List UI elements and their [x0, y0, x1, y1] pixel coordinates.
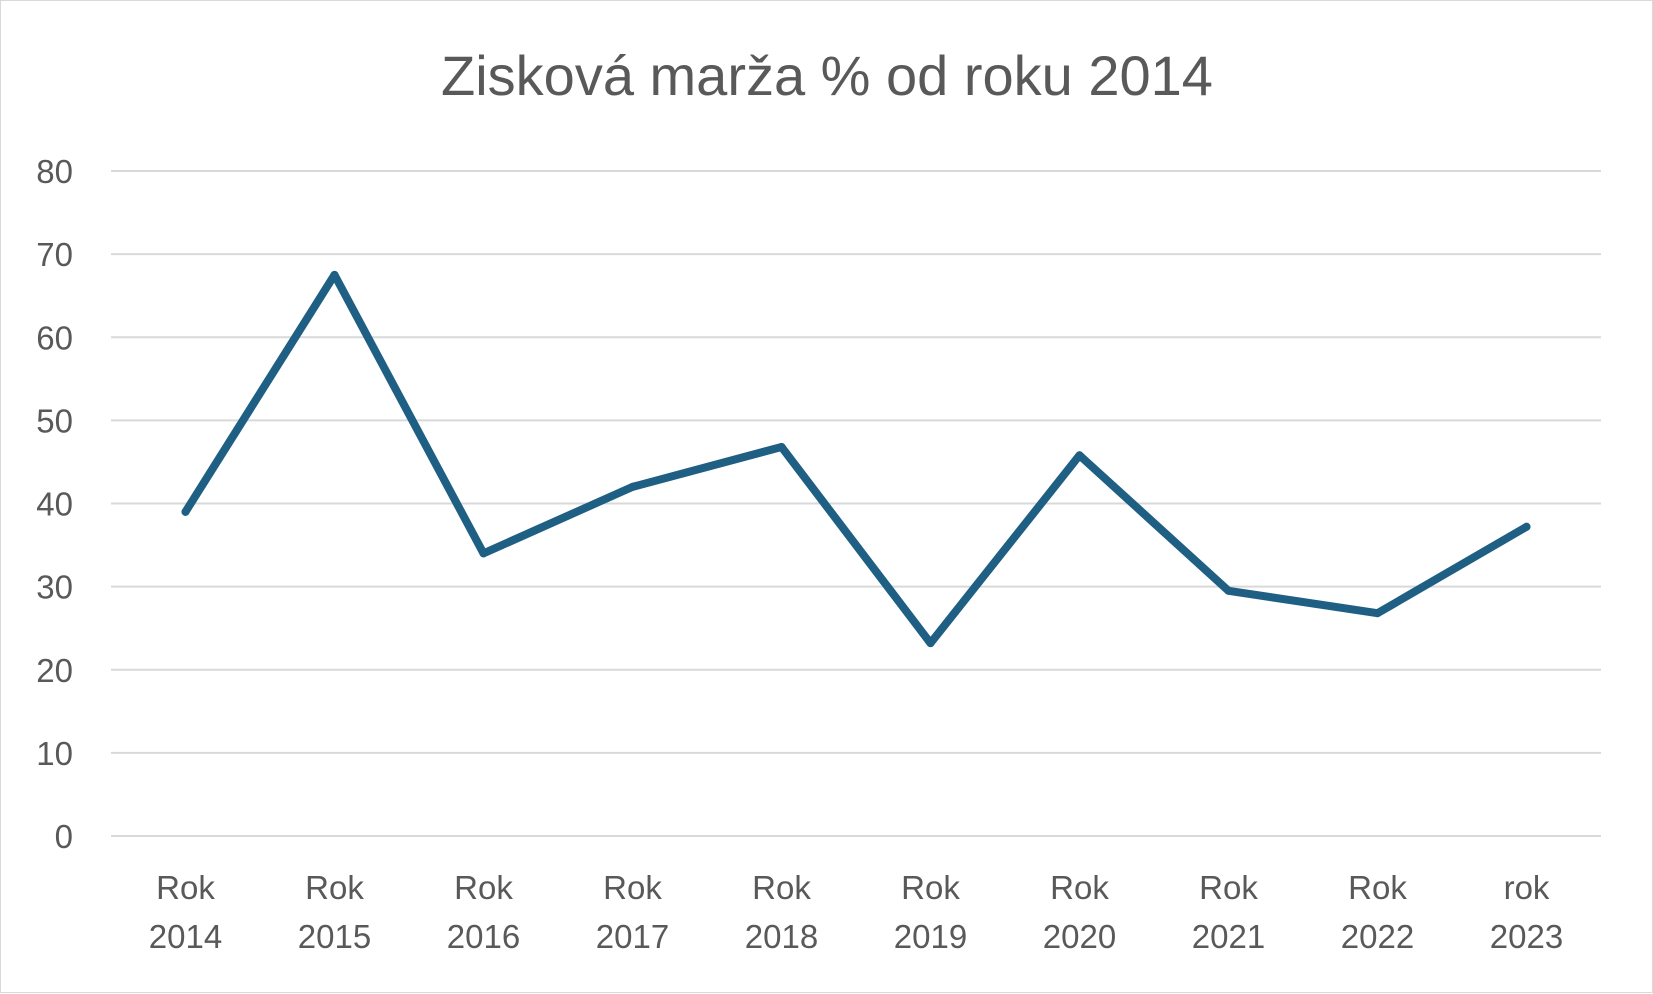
x-tick-label: Rok [603, 869, 662, 906]
data-point [1075, 451, 1084, 460]
data-point [628, 482, 637, 491]
data-point [330, 270, 339, 279]
y-tick-label: 50 [36, 402, 73, 439]
x-tick-label: Rok [901, 869, 960, 906]
x-tick-label: 2019 [894, 918, 967, 955]
x-tick-label: 2016 [447, 918, 520, 955]
x-tick-label: 2020 [1043, 918, 1116, 955]
x-tick-label: Rok [156, 869, 215, 906]
y-axis-tick-labels: 0 10 20 30 40 50 60 70 80 [36, 153, 73, 855]
data-point [1522, 522, 1531, 531]
data-point [777, 442, 786, 451]
x-tick-label: rok [1504, 869, 1550, 906]
y-tick-label: 20 [36, 652, 73, 689]
y-tick-label: 30 [36, 569, 73, 606]
x-tick-label: 2017 [596, 918, 669, 955]
x-tick-label: Rok [454, 869, 513, 906]
x-tick-label: Rok [752, 869, 811, 906]
y-tick-label: 80 [36, 153, 73, 190]
x-tick-label: 2023 [1490, 918, 1563, 955]
y-tick-label: 0 [55, 818, 73, 855]
x-tick-label: 2014 [149, 918, 222, 955]
x-tick-label: Rok [1199, 869, 1258, 906]
x-tick-label: Rok [1348, 869, 1407, 906]
x-tick-label: Rok [305, 869, 364, 906]
y-tick-label: 40 [36, 486, 73, 523]
x-tick-label: Rok [1050, 869, 1109, 906]
data-point [181, 507, 190, 516]
y-tick-label: 70 [36, 236, 73, 273]
gridlines [111, 170, 1601, 837]
x-axis-tick-labels: Rok 2014 Rok 2015 Rok 2016 Rok 2017 Rok 2018 Rok 20… [149, 869, 1563, 955]
x-tick-label: 2018 [745, 918, 818, 955]
x-tick-label: 2021 [1192, 918, 1265, 955]
data-point [479, 549, 488, 558]
series-group [181, 270, 1531, 648]
x-tick-label: 2015 [298, 918, 371, 955]
y-tick-label: 60 [36, 319, 73, 356]
x-tick-label: 2022 [1341, 918, 1414, 955]
series-line-1 [181, 270, 1531, 648]
data-point [1373, 609, 1382, 618]
y-tick-label: 10 [36, 735, 73, 772]
data-point [926, 639, 935, 648]
data-point [1224, 586, 1233, 595]
chart-title: Zisková marža % od roku 2014 [441, 44, 1213, 107]
